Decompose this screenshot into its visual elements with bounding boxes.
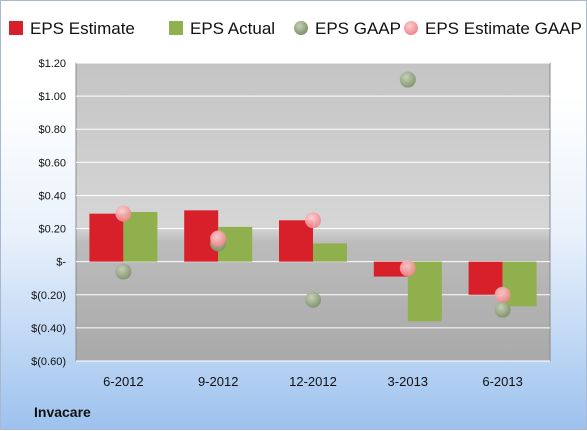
y-tick-label: $(0.60) bbox=[31, 356, 66, 368]
y-tick-label: $1.20 bbox=[38, 58, 66, 70]
y-tick-label: $(0.40) bbox=[31, 323, 66, 335]
legend-swatch bbox=[294, 21, 308, 35]
legend-swatch bbox=[169, 21, 183, 35]
x-tick-label: 6-2013 bbox=[482, 374, 522, 389]
legend-label: EPS Estimate bbox=[30, 19, 135, 38]
legend-label: EPS GAAP bbox=[315, 19, 401, 38]
bar-eps-estimate bbox=[373, 261, 408, 277]
x-tick-label: 3-2013 bbox=[388, 374, 428, 389]
y-tick-label: $0.80 bbox=[38, 124, 66, 136]
y-tick-label: $- bbox=[56, 257, 66, 269]
bar-eps-estimate bbox=[279, 220, 313, 262]
company-name: Invacare bbox=[34, 404, 91, 420]
marker-eps-estimate-gaap bbox=[115, 205, 132, 222]
marker-eps-estimate-gaap bbox=[399, 260, 416, 277]
marker-eps-gaap bbox=[305, 291, 321, 308]
x-tick-label: 6-2012 bbox=[103, 374, 143, 389]
x-tick-label: 12-2012 bbox=[289, 374, 337, 389]
legend-swatch bbox=[9, 21, 23, 35]
legend-swatch bbox=[404, 21, 418, 35]
legend-label: EPS Actual bbox=[190, 19, 275, 38]
marker-eps-estimate-gaap bbox=[494, 286, 511, 303]
marker-eps-gaap bbox=[115, 263, 132, 280]
y-tick-label: $1.00 bbox=[38, 91, 66, 103]
y-tick-label: $0.20 bbox=[38, 224, 66, 236]
bar-eps-estimate bbox=[89, 213, 124, 262]
marker-eps-gaap bbox=[494, 301, 511, 318]
marker-eps-estimate-gaap bbox=[305, 212, 321, 229]
bar-eps-actual bbox=[123, 212, 158, 262]
legend-label: EPS Estimate GAAP bbox=[425, 19, 582, 38]
y-tick-label: $(0.20) bbox=[31, 290, 66, 302]
marker-eps-gaap bbox=[399, 71, 416, 88]
bar-eps-actual bbox=[313, 243, 347, 262]
y-tick-label: $0.40 bbox=[38, 190, 66, 202]
y-tick-label: $0.60 bbox=[38, 157, 66, 169]
x-tick-label: 9-2012 bbox=[198, 374, 238, 389]
marker-eps-estimate-gaap bbox=[210, 230, 227, 247]
